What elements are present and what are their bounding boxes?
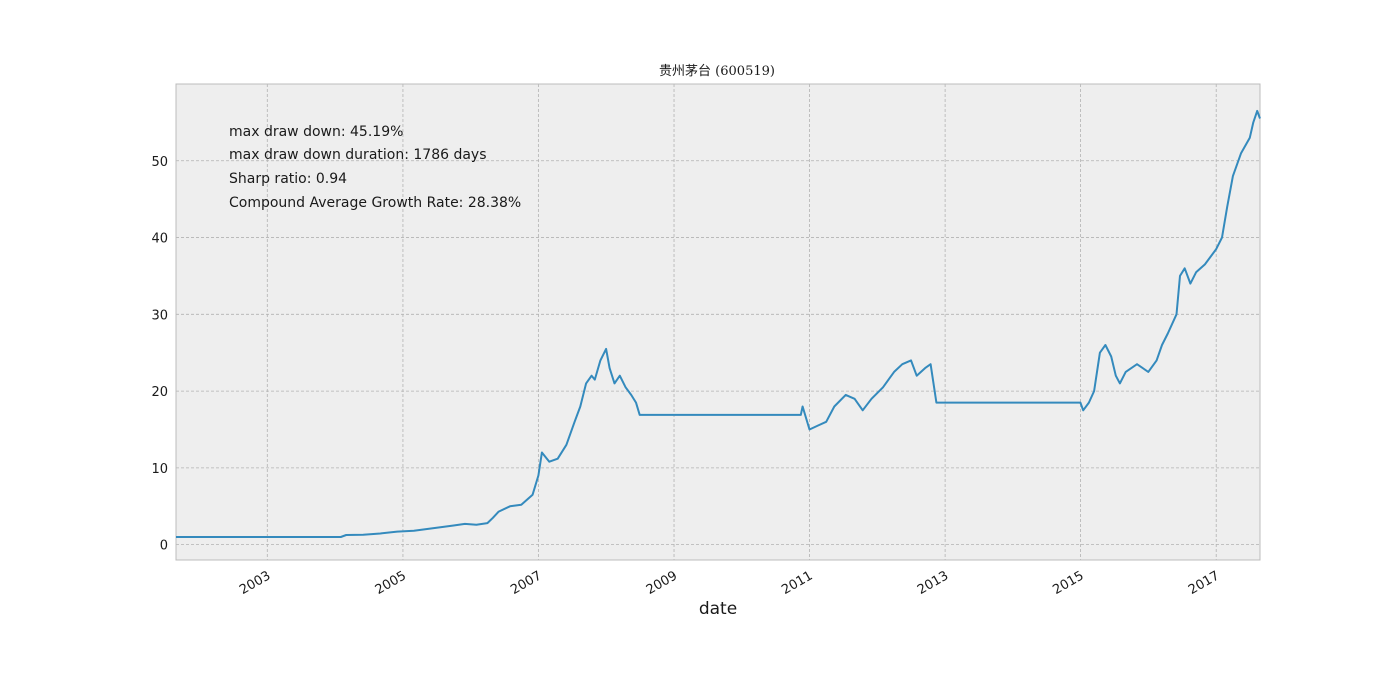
x-axis-label: date bbox=[699, 599, 737, 619]
y-tick-label: 0 bbox=[160, 539, 168, 554]
y-tick-label: 10 bbox=[151, 462, 168, 477]
x-tick-label: 2015 bbox=[1050, 568, 1086, 598]
y-tick-label: 40 bbox=[151, 232, 168, 247]
y-tick-label: 30 bbox=[151, 308, 168, 323]
x-tick-label: 2017 bbox=[1186, 568, 1222, 598]
x-tick-label: 2003 bbox=[237, 568, 273, 598]
x-tick-label: 2005 bbox=[373, 568, 409, 598]
stats-annotations: max draw down: 45.19% max draw down dura… bbox=[229, 124, 521, 211]
price-series-line bbox=[176, 109, 1261, 538]
annotation-max-drawdown-duration: max draw down duration: 1786 days bbox=[229, 147, 487, 163]
plot-frame bbox=[175, 83, 1261, 561]
x-axis-ticks: 2003 2005 2007 2009 2011 2013 2015 2017 bbox=[237, 568, 1222, 598]
x-tick-label: 2013 bbox=[915, 568, 951, 598]
grid-lines bbox=[176, 84, 1260, 560]
plot-background bbox=[176, 84, 1260, 560]
x-tick-label: 2007 bbox=[508, 568, 544, 598]
x-tick-label: 2011 bbox=[779, 568, 815, 598]
y-axis-ticks: 0 10 20 30 40 50 bbox=[151, 155, 168, 554]
y-tick-label: 20 bbox=[151, 385, 168, 400]
chart-title: 贵州茅台 (600519) bbox=[659, 64, 775, 79]
annotation-sharp-ratio: Sharp ratio: 0.94 bbox=[229, 171, 347, 187]
annotation-cagr: Compound Average Growth Rate: 28.38% bbox=[229, 195, 521, 211]
annotation-max-drawdown: max draw down: 45.19% bbox=[229, 124, 403, 140]
y-tick-label: 50 bbox=[151, 155, 168, 170]
x-tick-label: 2009 bbox=[644, 568, 680, 598]
